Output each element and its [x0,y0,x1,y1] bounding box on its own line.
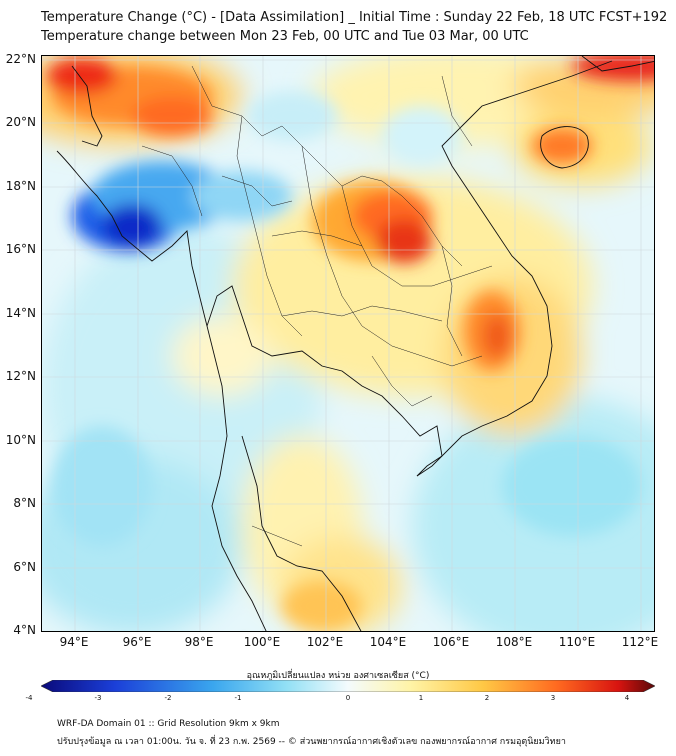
lon-label-100: 100°E [243,635,281,649]
field-anomalies [47,56,654,631]
lat-label-14: 14°N [5,306,36,320]
lon-label-108: 108°E [495,635,533,649]
colorbar-tick-2: 2 [484,694,490,702]
map-panel[interactable] [41,55,655,632]
colorbar-tick-neg3: -3 [94,694,102,702]
footer-domain-info: WRF-DA Domain 01 :: Grid Resolution 9km … [57,719,280,729]
colorbar-tick-4: 4 [624,694,630,702]
colorbar-tick-neg2: -2 [164,694,172,702]
coastlines [56,56,654,631]
lat-label-12: 12°N [5,369,36,383]
colorbar-tick-neg4: -4 [25,694,33,702]
colorbar-title: อุณหภูมิเปลี่ยนแปลง หน่วย องศาเซลเซียส (… [246,671,430,681]
colorbar-tick-3: 3 [550,694,556,702]
lon-label-102: 102°E [306,635,344,649]
colorbar-tick-1: 1 [418,694,424,702]
lon-label-106: 106°E [432,635,470,649]
lat-label-18: 18°N [5,179,36,193]
graticule [42,56,654,631]
lon-label-110: 110°E [558,635,596,649]
lat-label-22: 22°N [5,52,36,66]
admin-borders [141,65,493,547]
lon-label-98: 98°E [184,635,214,649]
colorbar-tick-neg1: -1 [234,694,242,702]
lat-label-20: 20°N [5,115,36,129]
lon-label-104: 104°E [369,635,407,649]
footer-credit: ปรับปรุงข้อมูล ณ เวลา 01:00น. วัน จ. ที่… [57,737,566,747]
temperature-field [42,56,654,631]
colorbar [41,680,655,692]
lon-label-94: 94°E [59,635,89,649]
chart-title: Temperature Change (°C) - [Data Assimila… [41,10,668,25]
lon-label-112: 112°E [621,635,659,649]
lon-label-96: 96°E [122,635,152,649]
lat-label-4: 4°N [13,623,36,637]
chart-subtitle: Temperature change between Mon 23 Feb, 0… [41,29,529,44]
lat-label-10: 10°N [5,433,36,447]
lat-label-16: 16°N [5,242,36,256]
lat-label-8: 8°N [13,496,36,510]
lat-label-6: 6°N [13,560,36,574]
colorbar-tick-0: 0 [345,694,351,702]
